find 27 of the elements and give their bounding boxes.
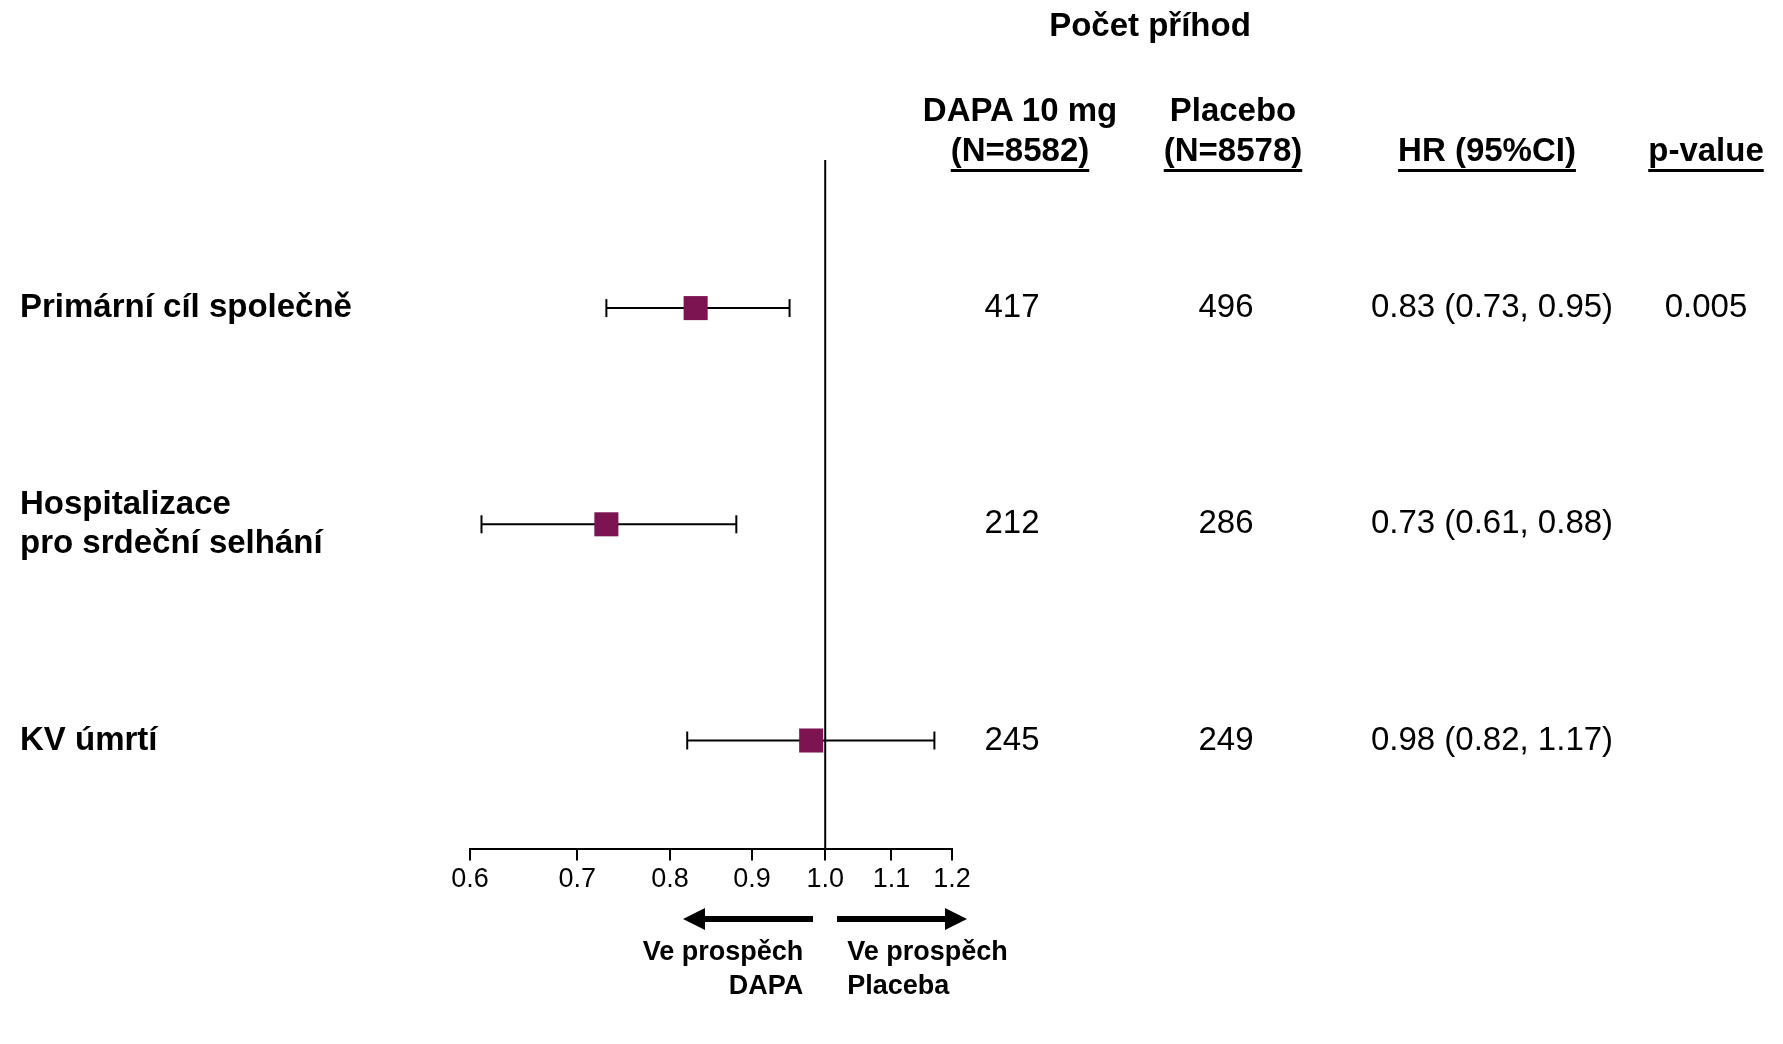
annotation: DAPA 10 mg (N=8582) <box>922 91 1118 169</box>
text: HR (95%CI) <box>1398 131 1576 169</box>
text: 245 <box>984 719 1040 757</box>
x-tick-label: 1.1 <box>872 863 911 894</box>
x-tick-label: 0.7 <box>558 863 596 894</box>
x-tick-label: 1.2 <box>933 863 971 894</box>
text: Počet příhod <box>1049 6 1251 44</box>
data-label: 0.73 (0.61, 0.88) <box>1370 503 1614 541</box>
data-label: 0.98 (0.82, 1.17) <box>1370 719 1614 757</box>
text: 286 <box>1198 503 1254 541</box>
text: Placebo (N=8578) <box>1163 91 1303 169</box>
text: 249 <box>1198 719 1254 757</box>
data-label: 0.83 (0.73, 0.95) <box>1370 287 1614 325</box>
x-tick-label: 0.6 <box>451 863 489 894</box>
text: 212 <box>984 503 1040 541</box>
text: 496 <box>1198 287 1254 325</box>
y-tick-label: Hospitalizace pro srdeční selhání <box>20 483 325 561</box>
text: 0.005 <box>1664 287 1748 325</box>
text: 417 <box>984 287 1040 325</box>
text: p-value <box>1648 131 1764 169</box>
y-tick-label: Primární cíl společně <box>20 287 352 325</box>
x-tick-label: 1.0 <box>806 863 844 894</box>
x-tick-label: 0.9 <box>733 863 771 894</box>
text: Ve prospěch Placeba <box>847 936 1008 1001</box>
text: Ve prospěch DAPA <box>642 936 804 1001</box>
y-tick-label: KV úmrtí <box>20 719 160 757</box>
x-tick-label: 0.8 <box>651 863 689 894</box>
